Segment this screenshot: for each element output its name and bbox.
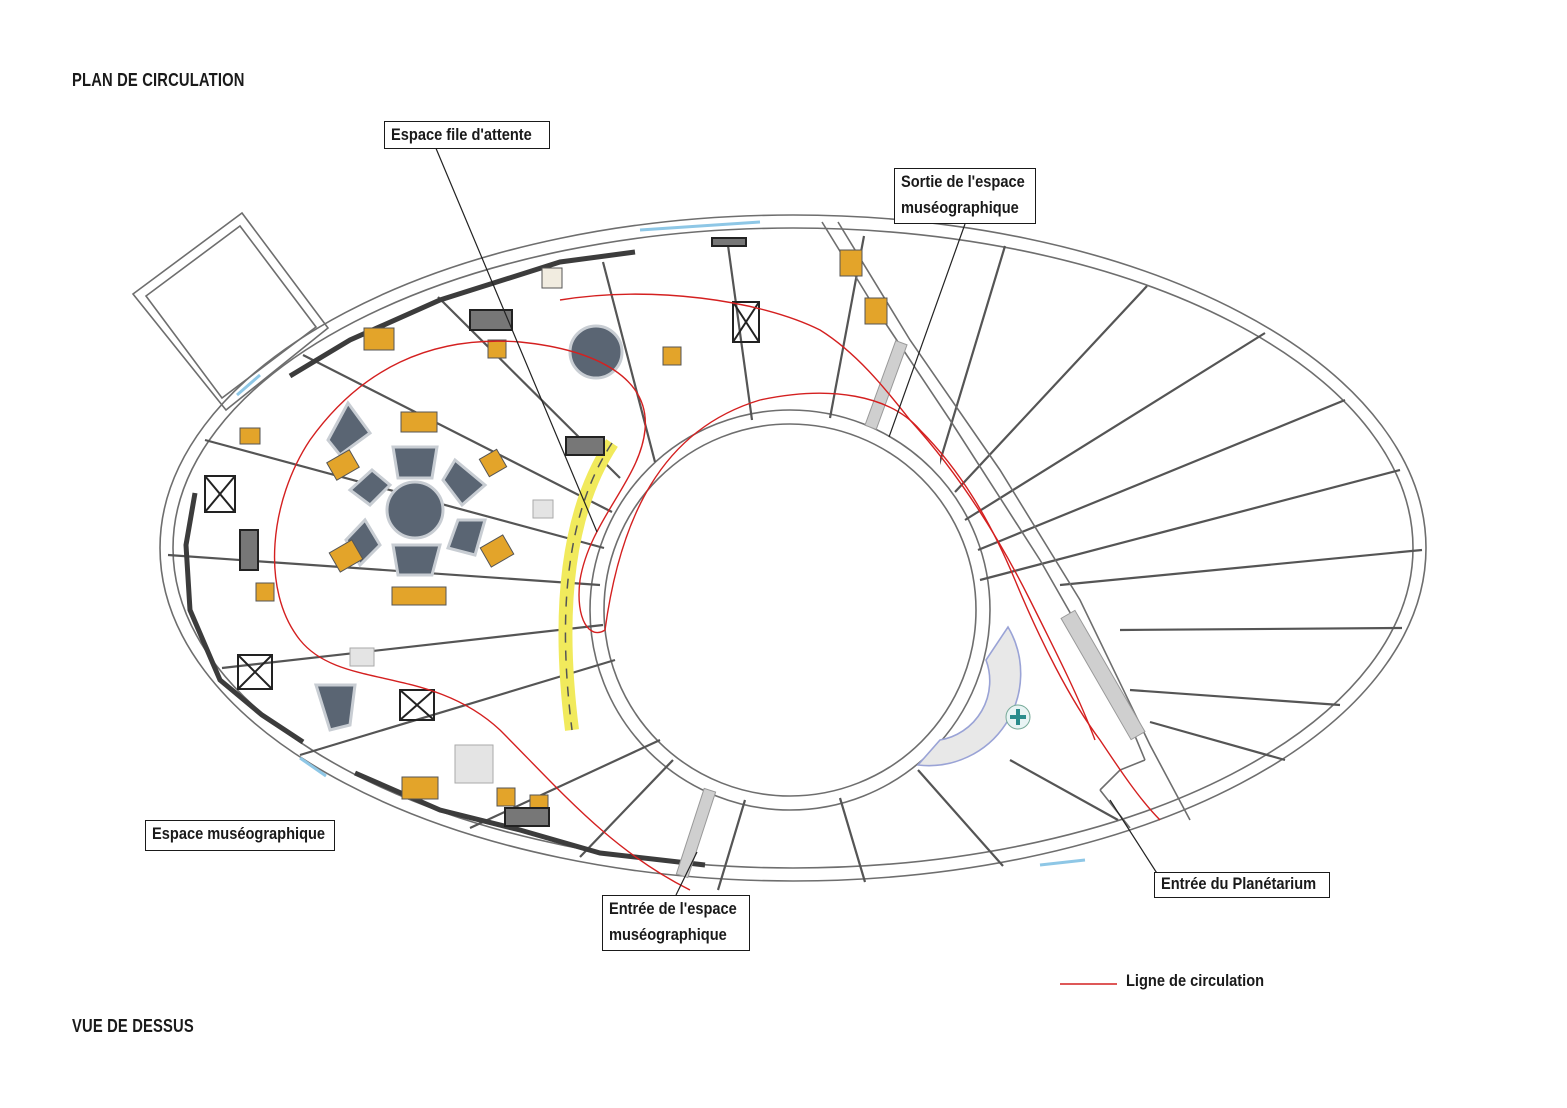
label-entry-line1: Entrée de l'espace — [609, 899, 737, 918]
left-wall — [183, 249, 706, 868]
light-display-cases — [349, 499, 554, 784]
queue-wall — [558, 439, 618, 731]
legend-label: Ligne de circulation — [1126, 971, 1265, 990]
label-museum-text: Espace muséographique — [152, 824, 326, 843]
label-museum-space: Espace muséographique — [145, 820, 335, 851]
central-circle — [589, 409, 991, 811]
label-exit-line1: Sortie de l'espace — [901, 172, 1025, 191]
circulation-line-upper — [559, 293, 1096, 741]
radial-partitions — [167, 235, 1119, 891]
label-exit-line2: muséographique — [901, 198, 1019, 217]
page-title: PLAN DE CIRCULATION — [72, 70, 245, 90]
display-crosses — [204, 301, 760, 721]
glass-openings — [236, 220, 1086, 867]
radial-partitions-right — [940, 245, 1423, 762]
label-planetarium-text: Entrée du Planétarium — [1161, 874, 1317, 893]
label-queue-space: Espace file d'attente — [384, 121, 550, 149]
label-entry-line2: muséographique — [609, 925, 727, 944]
circulation-line — [273, 340, 1161, 891]
label-entry-space: Entrée de l'espace muséographique — [602, 895, 750, 951]
planetarium-ramp — [916, 625, 1031, 767]
light-strips — [675, 340, 1146, 879]
central-table-cluster — [313, 324, 624, 732]
annex-room — [131, 211, 330, 412]
label-planetarium-entry: Entrée du Planétarium — [1154, 872, 1330, 898]
label-queue-text: Espace file d'attente — [391, 125, 532, 144]
label-exit-space: Sortie de l'espace muséographique — [894, 168, 1036, 224]
outer-wall — [159, 214, 1427, 882]
leader-lines — [434, 145, 1161, 896]
seating-blocks — [239, 249, 888, 814]
display-stands — [204, 237, 760, 827]
view-subtitle: VUE DE DESSUS — [72, 1016, 194, 1036]
